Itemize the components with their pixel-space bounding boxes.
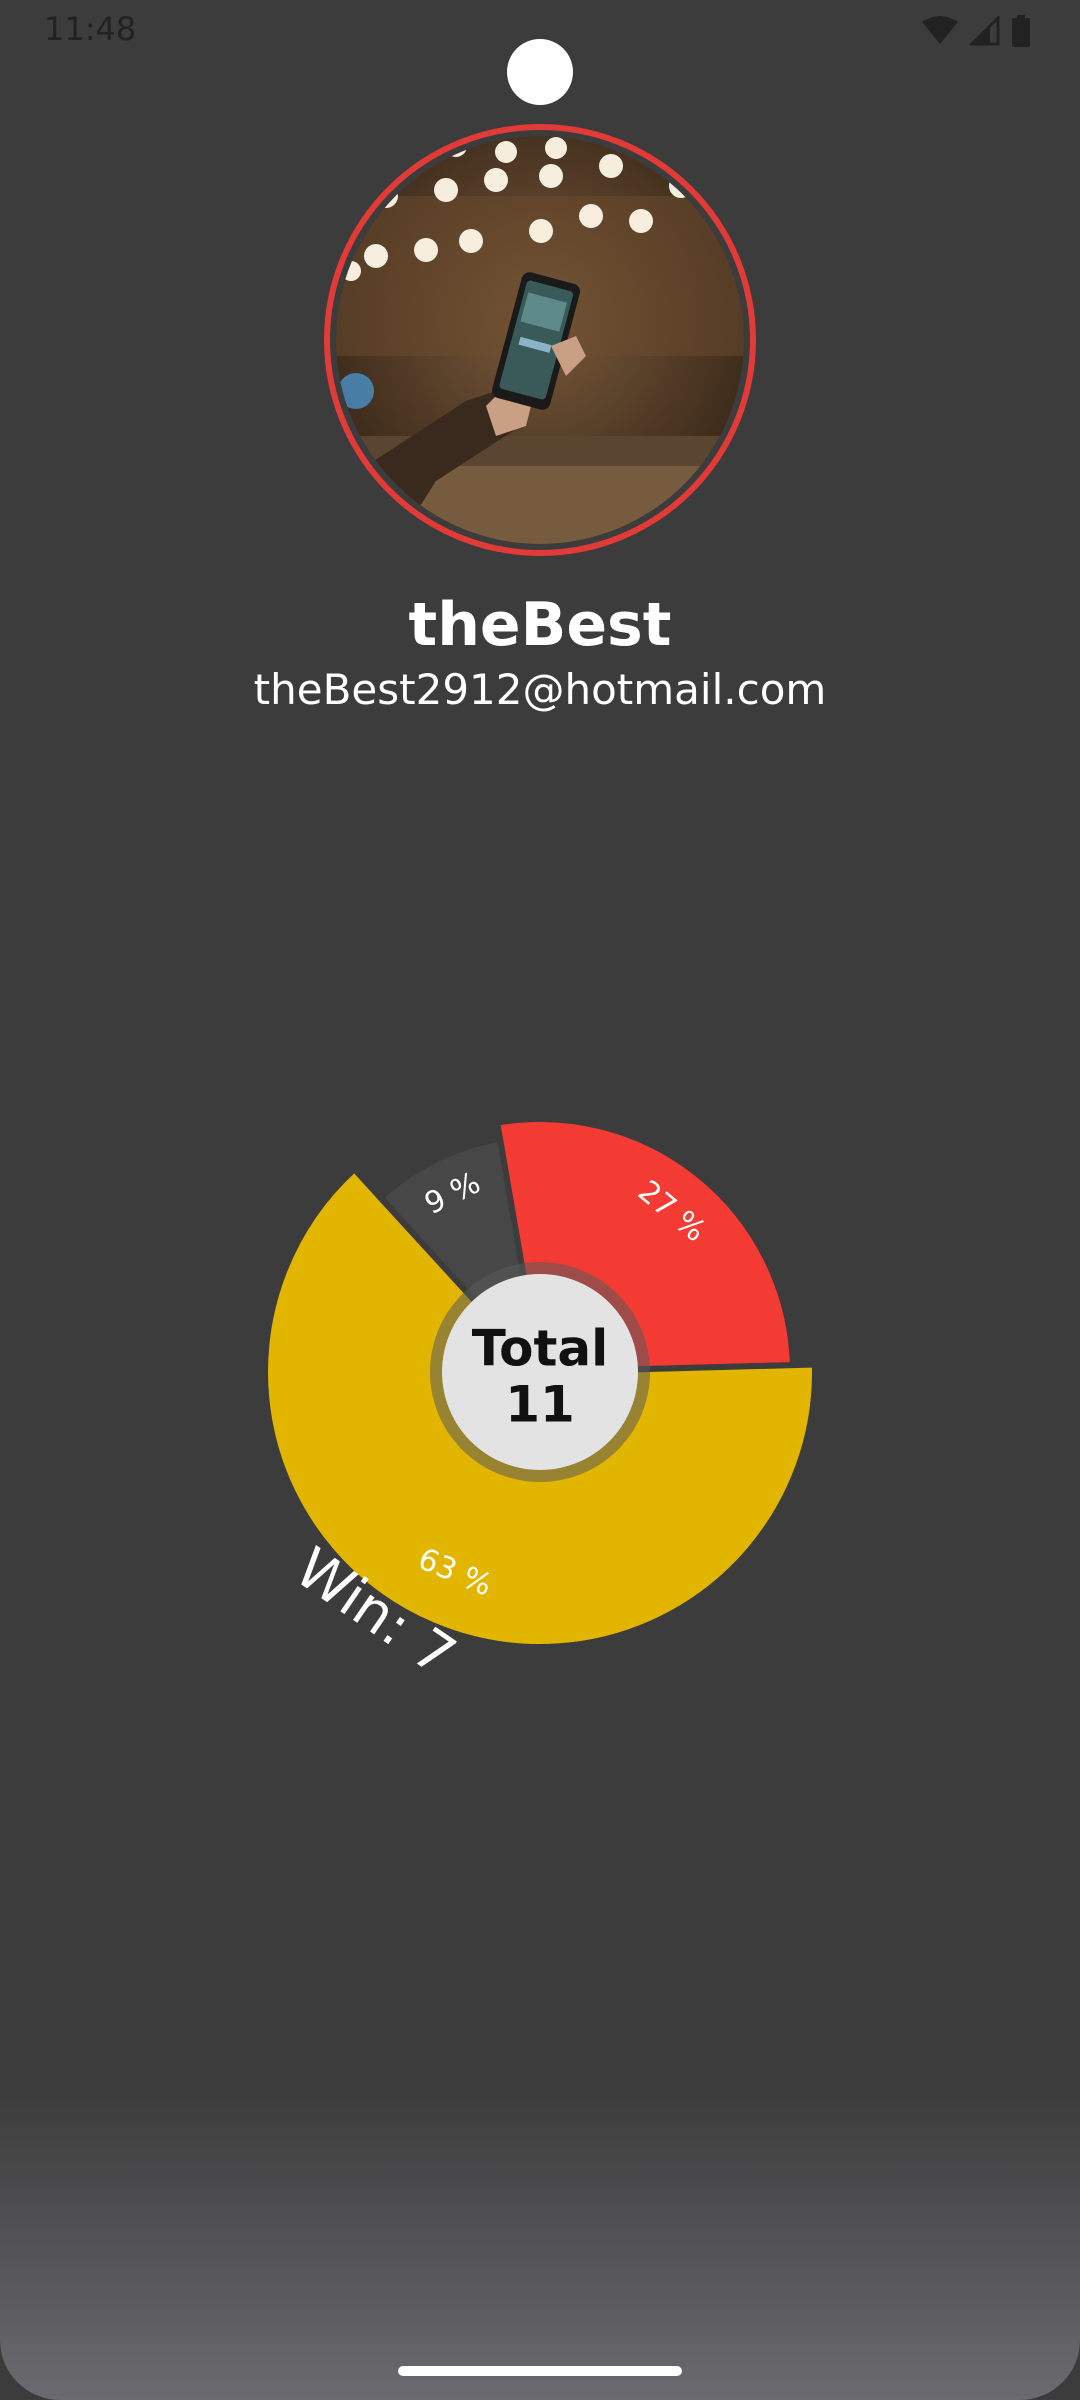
center-circle xyxy=(442,1274,638,1470)
profile-avatar[interactable] xyxy=(324,124,756,556)
home-indicator[interactable] xyxy=(398,2366,682,2376)
stats-pie-chart: Total 11 27 %63 %9 % Win: 7 xyxy=(262,1116,818,1690)
wifi-icon xyxy=(922,16,958,44)
profile-username: theBest xyxy=(408,590,672,660)
status-bar: 11:48 xyxy=(0,0,1080,60)
front-camera xyxy=(507,39,573,105)
profile-email: theBest2912@hotmail.com xyxy=(253,665,827,714)
avatar-photo xyxy=(336,136,744,544)
signal-icon xyxy=(970,16,1000,46)
center-total-value: 11 xyxy=(505,1376,575,1434)
center-total-label: Total xyxy=(472,1320,609,1378)
status-time: 11:48 xyxy=(44,10,137,48)
battery-icon xyxy=(1012,15,1030,47)
status-icons xyxy=(922,14,1030,48)
